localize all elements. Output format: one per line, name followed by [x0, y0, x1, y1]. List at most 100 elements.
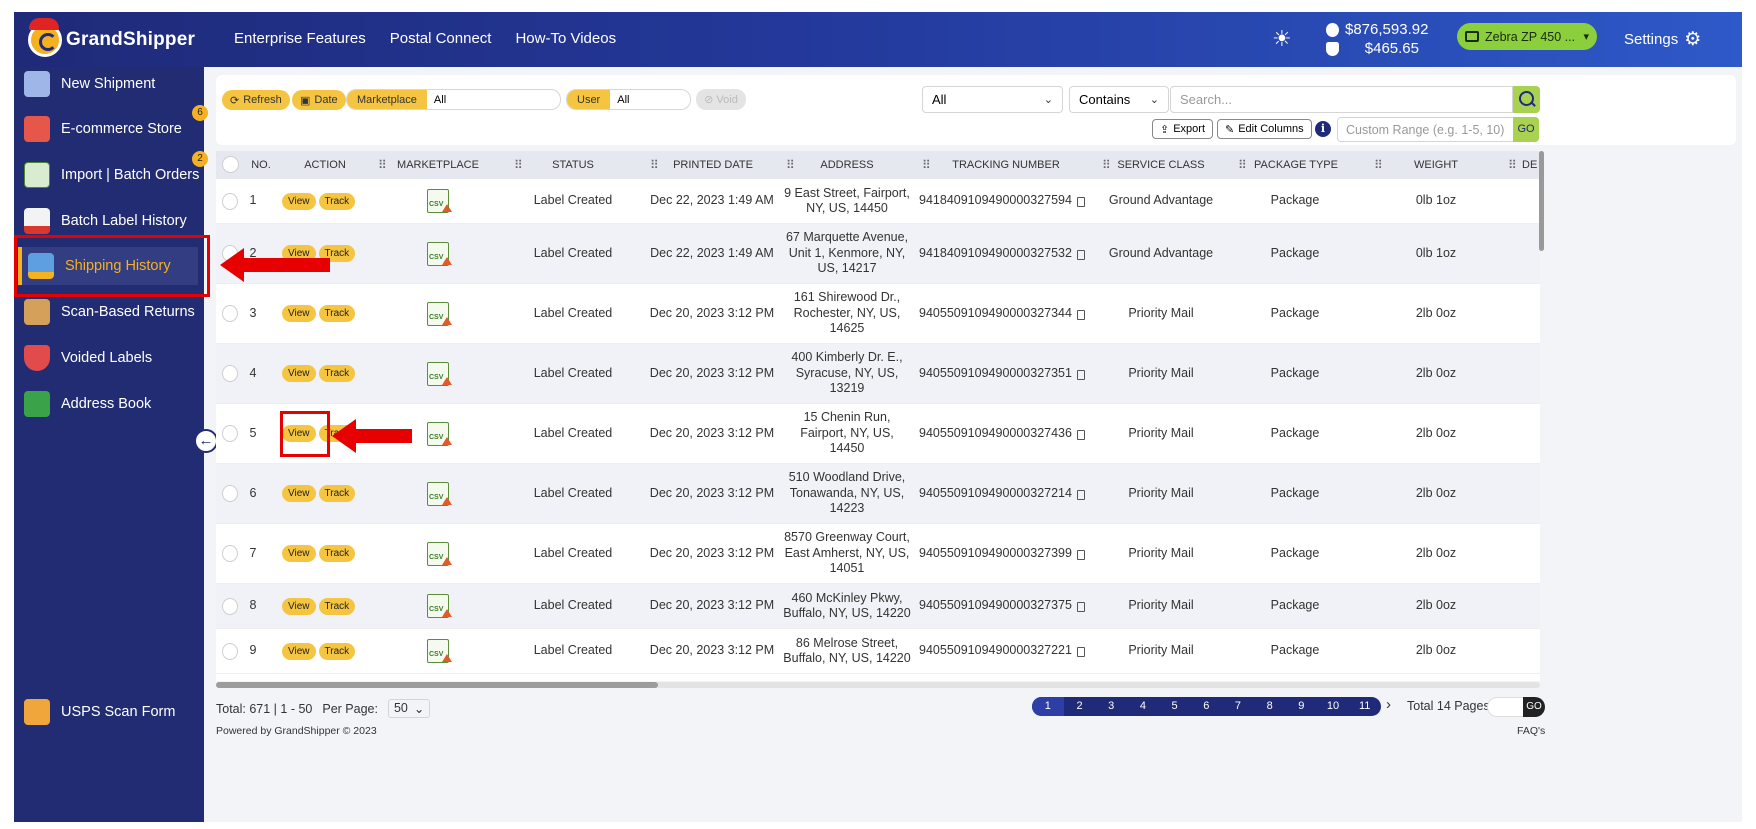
- page-button[interactable]: 4: [1139, 700, 1146, 712]
- track-button[interactable]: Track: [318, 545, 356, 562]
- tracking-number[interactable]: 9405509109490000327375: [919, 598, 1072, 613]
- horizontal-scrollbar[interactable]: [216, 682, 1540, 688]
- column-header[interactable]: MARKETPLACE: [397, 159, 479, 171]
- page-button[interactable]: 6: [1203, 700, 1210, 712]
- column-header[interactable]: ACTION: [304, 159, 346, 171]
- track-button[interactable]: Track: [318, 245, 356, 262]
- page-button[interactable]: 8: [1266, 700, 1273, 712]
- drag-handle-icon[interactable]: ⠿: [1374, 158, 1383, 172]
- per-page-select[interactable]: 50 ⌄: [387, 699, 431, 718]
- track-button[interactable]: Track: [318, 597, 356, 615]
- column-header[interactable]: DE: [1522, 159, 1538, 171]
- tracking-number-cell[interactable]: 9418409109490000327532: [914, 224, 1090, 283]
- view-button[interactable]: View: [282, 597, 316, 615]
- settings-button[interactable]: Settings ⚙: [1624, 28, 1701, 51]
- sidebar-item-ecommerce-store[interactable]: E-commerce Store 6: [24, 105, 208, 148]
- tracking-number[interactable]: 9405509109490000327214: [919, 485, 1072, 500]
- tracking-number-cell[interactable]: 9405509109490000327344: [914, 284, 1090, 343]
- refresh-button[interactable]: ⟳ Refresh: [222, 90, 290, 110]
- row-checkbox[interactable]: [222, 344, 238, 403]
- column-header[interactable]: PACKAGE TYPE: [1254, 159, 1338, 171]
- row-checkbox[interactable]: [222, 284, 238, 343]
- table-row[interactable]: 5 View Track CSV Label Created Dec 20, 2…: [216, 404, 1540, 464]
- user-filter[interactable]: User All: [566, 89, 691, 110]
- range-go-button[interactable]: GO: [1513, 117, 1539, 142]
- logo[interactable]: GrandShipper: [28, 18, 195, 58]
- sidebar-item-usps-scan-form[interactable]: USPS Scan Form: [24, 693, 202, 731]
- copy-icon[interactable]: [1076, 549, 1085, 560]
- drag-handle-icon[interactable]: ⠿: [650, 158, 659, 172]
- tracking-number-cell[interactable]: 9405509109490000327214: [914, 464, 1090, 523]
- column-header[interactable]: NO.: [251, 159, 271, 171]
- view-button[interactable]: View: [282, 545, 316, 562]
- vertical-scrollbar[interactable]: [1539, 151, 1544, 251]
- drag-handle-icon[interactable]: ⠿: [514, 158, 523, 172]
- theme-toggle-sun-icon[interactable]: ☀: [1272, 26, 1292, 51]
- drag-handle-icon[interactable]: ⠿: [786, 158, 795, 172]
- row-checkbox[interactable]: [222, 629, 238, 673]
- copy-icon[interactable]: [1076, 602, 1085, 612]
- row-checkbox[interactable]: [222, 179, 238, 223]
- copy-icon[interactable]: [1076, 309, 1085, 320]
- view-button[interactable]: View: [282, 642, 316, 660]
- page-button[interactable]: 7: [1234, 700, 1242, 712]
- drag-handle-icon[interactable]: ⠿: [922, 158, 931, 172]
- track-button[interactable]: Track: [318, 642, 356, 660]
- copy-icon[interactable]: [1076, 489, 1085, 500]
- void-button[interactable]: ⊘ Void: [696, 89, 746, 110]
- column-header[interactable]: WEIGHT: [1414, 159, 1458, 171]
- view-button[interactable]: View: [282, 305, 316, 322]
- track-button[interactable]: Track: [318, 305, 356, 322]
- column-header[interactable]: SERVICE CLASS: [1117, 159, 1205, 171]
- tracking-number-cell[interactable]: 9418409109490000327594: [914, 179, 1090, 223]
- next-page-icon[interactable]: ›: [1386, 696, 1391, 713]
- table-row[interactable]: 3 View Track CSV Label Created Dec 20, 2…: [216, 284, 1540, 344]
- tracking-number[interactable]: 9405509109490000327221: [919, 643, 1072, 658]
- edit-columns-button[interactable]: ✎ Edit Columns: [1217, 119, 1312, 139]
- column-header[interactable]: ADDRESS: [820, 159, 874, 171]
- drag-handle-icon[interactable]: ⠿: [1238, 158, 1247, 172]
- sidebar-item-shipping-history[interactable]: Shipping History: [18, 247, 198, 285]
- filter-field-select[interactable]: All ⌄: [922, 86, 1063, 113]
- table-row[interactable]: 8 View Track CSV Label Created Dec 20, 2…: [216, 584, 1540, 629]
- select-all-checkbox[interactable]: [222, 151, 239, 179]
- view-button[interactable]: View: [282, 485, 316, 502]
- sidebar-item-new-shipment[interactable]: New Shipment: [24, 65, 202, 103]
- column-header[interactable]: PRINTED DATE: [673, 159, 753, 171]
- export-button[interactable]: ⇪ Export: [1152, 119, 1214, 139]
- page-go-button[interactable]: GO: [1523, 697, 1545, 717]
- nav-how-to-videos[interactable]: How-To Videos: [515, 30, 617, 47]
- scrollbar-thumb[interactable]: [216, 682, 658, 688]
- drag-handle-icon[interactable]: ⠿: [1102, 158, 1111, 172]
- info-icon[interactable]: i: [1315, 121, 1331, 137]
- view-button[interactable]: View: [282, 425, 316, 442]
- printer-select[interactable]: Zebra ZP 450 ... ▾: [1457, 23, 1597, 50]
- collapse-sidebar-button[interactable]: ←: [194, 429, 218, 453]
- sidebar-item-import-batch-orders[interactable]: Import | Batch Orders 2: [24, 151, 208, 194]
- page-button[interactable]: 9: [1298, 700, 1305, 712]
- page-button[interactable]: 5: [1171, 700, 1178, 712]
- table-row[interactable]: 6 View Track CSV Label Created Dec 20, 2…: [216, 464, 1540, 524]
- copy-icon[interactable]: [1076, 429, 1085, 440]
- view-button[interactable]: View: [282, 245, 316, 262]
- table-row[interactable]: 9 View Track CSV Label Created Dec 20, 2…: [216, 629, 1540, 674]
- nav-enterprise-features[interactable]: Enterprise Features: [234, 30, 366, 47]
- table-row[interactable]: 7 View Track CSV Label Created Dec 20, 2…: [216, 524, 1540, 584]
- drag-handle-icon[interactable]: ⠿: [378, 158, 387, 172]
- search-input[interactable]: Search...: [1170, 86, 1513, 113]
- sidebar-item-voided-labels[interactable]: Voided Labels: [24, 339, 202, 377]
- filter-operator-select[interactable]: Contains ⌄: [1069, 86, 1169, 113]
- row-checkbox[interactable]: [222, 524, 238, 583]
- row-checkbox[interactable]: [222, 464, 238, 523]
- row-checkbox[interactable]: [222, 584, 238, 628]
- tracking-number-cell[interactable]: 9405509109490000327221: [914, 629, 1090, 673]
- tracking-number[interactable]: 9405509109490000327344: [919, 305, 1072, 320]
- tracking-number[interactable]: 9405509109490000327351: [919, 365, 1072, 380]
- copy-icon[interactable]: [1076, 369, 1085, 380]
- table-row[interactable]: 4 View Track CSV Label Created Dec 20, 2…: [216, 344, 1540, 404]
- copy-icon[interactable]: [1076, 197, 1085, 207]
- page-button[interactable]: 10: [1326, 700, 1340, 712]
- tracking-number-cell[interactable]: 9405509109490000327436: [914, 404, 1090, 463]
- nav-postal-connect[interactable]: Postal Connect: [389, 30, 492, 47]
- page-button[interactable]: 2: [1076, 700, 1083, 712]
